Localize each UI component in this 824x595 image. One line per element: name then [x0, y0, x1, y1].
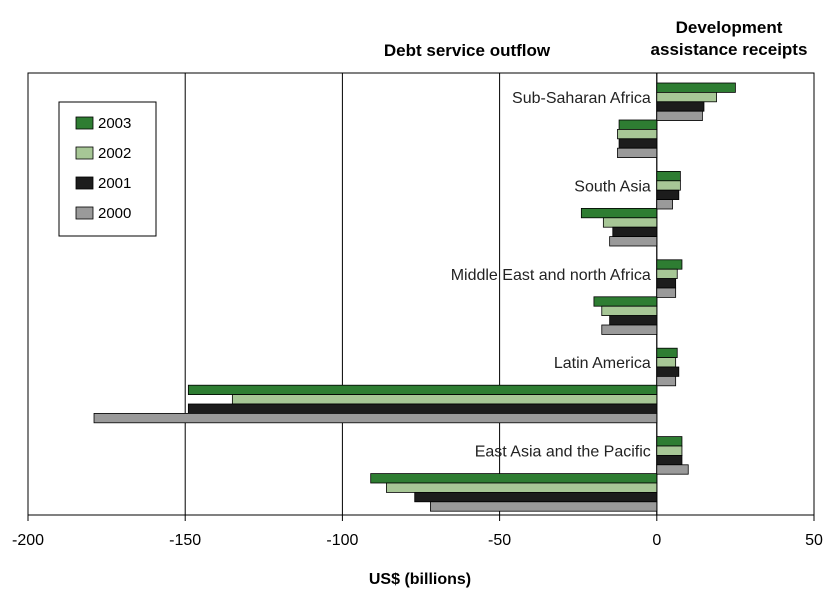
- bar-outflow-2003: [593, 296, 658, 307]
- bar-receipts-2001: [656, 101, 705, 112]
- x-axis-ticks: -200 -150 -100 -50 0 50: [12, 515, 823, 549]
- bar-receipts-2003: [656, 259, 683, 270]
- bar-receipts-2000: [656, 110, 703, 121]
- bar-receipts-2002: [656, 357, 677, 368]
- category-label: Latin America: [554, 355, 651, 372]
- legend-label-2000: 2000: [98, 205, 131, 222]
- x-tick-label: 0: [652, 532, 661, 549]
- bar-receipts-2000: [656, 464, 689, 475]
- header-development-line2: assistance receipts: [651, 40, 808, 59]
- bar-outflow-2001: [414, 491, 658, 503]
- bar-receipts-2002: [656, 268, 678, 280]
- x-tick-label: -150: [169, 532, 201, 549]
- legend-label-2001: 2001: [98, 175, 131, 192]
- bar-outflow-2001: [187, 403, 658, 414]
- bar-outflow-2000: [430, 501, 658, 512]
- legend-label-2002: 2002: [98, 145, 131, 162]
- bar-receipts-2001: [656, 189, 680, 200]
- bar-outflow-2000: [617, 147, 658, 158]
- bar-receipts-2000: [656, 375, 677, 387]
- bar-receipts-2000: [656, 287, 677, 298]
- bar-receipts-2003: [656, 82, 736, 93]
- category-label: East Asia and the Pacific: [475, 444, 651, 461]
- legend-box: [58, 101, 157, 237]
- bar-outflow-2002: [231, 394, 658, 405]
- legend-swatch-2001: [75, 176, 94, 190]
- bar-outflow-2002: [386, 482, 658, 493]
- header-debt-service: Debt service outflow: [384, 41, 551, 60]
- x-axis-label: US$ (billions): [369, 571, 471, 588]
- bar-receipts-2002: [656, 445, 683, 456]
- bar-outflow-2002: [617, 128, 658, 140]
- plot-frame: [27, 72, 815, 516]
- legend-swatch-2003: [75, 116, 94, 130]
- bar-outflow-2003: [187, 384, 658, 396]
- legend: 2003 2002 2001 2000: [58, 101, 157, 237]
- bar-receipts-2003: [656, 347, 678, 359]
- bar-receipts-2002: [656, 180, 681, 191]
- category-label: Sub-Saharan Africa: [512, 90, 651, 107]
- bar-receipts-2003: [656, 170, 681, 182]
- x-tick-label: -50: [488, 532, 511, 549]
- bar-outflow-2003: [370, 473, 658, 484]
- bar-outflow-2000: [601, 324, 658, 335]
- category-label: South Asia: [574, 178, 651, 195]
- bar-receipts-2001: [656, 454, 683, 466]
- x-tick-label: 50: [805, 532, 823, 549]
- x-tick-label: -200: [12, 532, 44, 549]
- bars: [93, 82, 736, 512]
- bar-receipts-2002: [656, 92, 717, 103]
- x-tick-label: -100: [326, 532, 358, 549]
- category-labels: Sub-Saharan Africa South Asia Middle East …: [451, 90, 651, 461]
- category-label: Middle East and north Africa: [451, 267, 651, 284]
- bar-outflow-2002: [602, 217, 658, 228]
- legend-label-2003: 2003: [98, 115, 131, 132]
- bar-outflow-2001: [618, 138, 658, 149]
- bar-receipts-2001: [656, 366, 680, 377]
- bar-outflow-2000: [609, 236, 658, 247]
- bar-receipts-2000: [656, 199, 673, 210]
- bar-outflow-2003: [580, 207, 658, 219]
- bar-receipts-2001: [656, 278, 677, 289]
- bar-outflow-2000: [93, 412, 658, 424]
- bar-outflow-2001: [612, 226, 658, 237]
- bar-receipts-2003: [656, 436, 683, 447]
- legend-swatch-2000: [75, 206, 94, 220]
- legend-swatch-2002: [75, 146, 94, 160]
- header-development-line1: Development: [676, 18, 783, 37]
- bar-outflow-2003: [618, 119, 658, 130]
- bar-outflow-2002: [601, 305, 658, 317]
- bar-outflow-2001: [609, 315, 658, 326]
